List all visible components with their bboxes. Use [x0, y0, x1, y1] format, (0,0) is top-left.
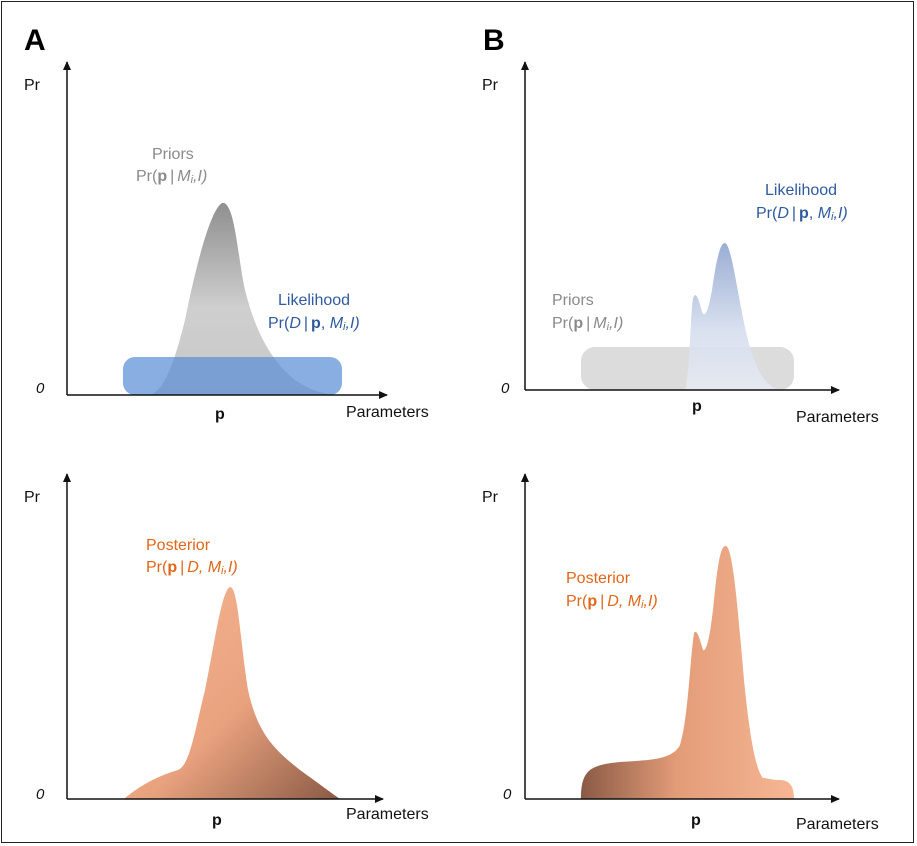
zero-label: 0: [501, 380, 510, 397]
likelihood-label: Likelihood: [765, 182, 837, 199]
panel-letter-b: B: [483, 24, 505, 57]
posterior-curve-b: [581, 545, 794, 799]
x-axis-label: Parameters: [796, 816, 879, 833]
posterior-formula: Pr(p | D, Mi,I): [566, 593, 658, 611]
priors-formula: Pr(p | Mi,I): [552, 315, 623, 333]
panel-a-bottom: Pr 0 p Parameters Posterior Pr(p | D, Mi,I…: [24, 473, 429, 829]
posterior-label: Posterior: [566, 570, 631, 587]
zero-label: 0: [36, 380, 45, 397]
likelihood-curve-b: [685, 242, 778, 390]
posterior-formula: Pr(p | D, Mi,I): [146, 559, 238, 577]
likelihood-formula: Pr(D | p, Mi,I): [756, 205, 848, 223]
prior-curve-a: [150, 202, 335, 395]
priors-label: Priors: [552, 292, 594, 309]
y-axis-label: Pr: [24, 489, 41, 506]
posterior-curve-a: [124, 586, 340, 799]
parameter-p-label: p: [215, 406, 225, 423]
likelihood-label: Likelihood: [278, 292, 350, 309]
y-axis-label: Pr: [482, 489, 499, 506]
priors-label: Priors: [152, 146, 194, 163]
likelihood-formula: Pr(D | p, Mi,I): [268, 315, 360, 333]
zero-label: 0: [503, 786, 512, 803]
likelihood-band-a: [123, 357, 342, 395]
parameter-p-label: p: [212, 812, 222, 829]
panel-b-top: Pr 0 p Parameters Priors Pr(p | Mi,I) Like…: [482, 61, 879, 426]
x-axis-label: Parameters: [346, 806, 429, 823]
panel-b-bottom: Pr 0 p Parameters Posterior Pr(p | D, Mi,I…: [482, 473, 879, 833]
posterior-label: Posterior: [146, 537, 211, 554]
panel-letter-a: A: [24, 24, 46, 57]
zero-label: 0: [36, 786, 45, 803]
priors-formula: Pr(p | Mi,I): [136, 168, 207, 186]
parameter-p-label: p: [692, 398, 702, 415]
y-axis-label: Pr: [482, 77, 499, 94]
x-axis-label: Parameters: [346, 404, 429, 421]
x-axis-label: Parameters: [796, 409, 879, 426]
panel-a-top: Pr 0 p Parameters Priors Pr(p | Mi,I) Like…: [24, 61, 429, 423]
parameter-p-label: p: [691, 812, 701, 829]
y-axis-label: Pr: [24, 77, 41, 94]
